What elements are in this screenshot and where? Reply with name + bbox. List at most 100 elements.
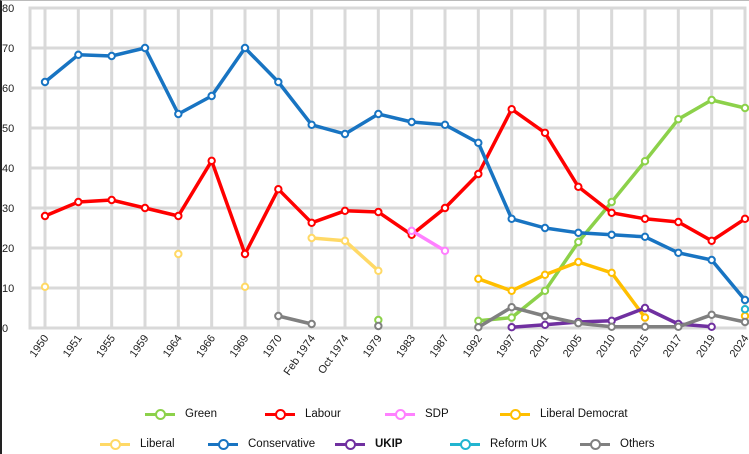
data-point-labour — [374, 207, 383, 217]
legend-item-liberal-democrat: Liberal Democrat — [500, 408, 628, 420]
data-point-conservative — [107, 51, 116, 61]
data-point-conservative — [474, 138, 483, 148]
data-point-conservative — [507, 214, 516, 224]
legend-swatch-icon — [500, 408, 530, 420]
x-tick-label: 1997 — [494, 333, 518, 360]
legend-label: Conservative — [248, 438, 316, 450]
data-point-labour — [307, 218, 316, 228]
x-tick-label: 2010 — [594, 333, 618, 360]
data-point-conservative — [240, 43, 250, 53]
data-point-green — [607, 197, 616, 207]
y-tick-label: 10 — [2, 283, 14, 295]
x-tick-label: 2017 — [661, 333, 685, 360]
data-point-labour — [40, 211, 50, 221]
x-tick-label: 1959 — [128, 333, 152, 360]
data-point-liberal — [340, 236, 350, 246]
data-point-liberal-democrat — [640, 313, 650, 322]
data-point-labour — [574, 182, 583, 192]
data-point-labour — [274, 185, 283, 194]
data-point-others — [574, 319, 583, 328]
legend-label: UKIP — [375, 438, 403, 450]
legend-swatch-icon — [580, 438, 610, 450]
legend-label: Others — [620, 438, 655, 450]
data-point-conservative — [374, 109, 383, 119]
data-point-liberal-democrat — [474, 274, 483, 283]
data-point-conservative — [40, 77, 50, 87]
data-point-conservative — [640, 232, 650, 242]
data-point-green — [574, 237, 583, 247]
y-tick-label: 30 — [2, 203, 14, 215]
data-point-others — [507, 303, 516, 312]
legend-swatch-icon — [145, 408, 175, 420]
data-point-green — [507, 313, 516, 322]
legend-swatch-icon — [450, 438, 480, 450]
legend-swatch-icon — [335, 438, 365, 450]
data-point-conservative — [174, 109, 183, 119]
x-tick-label: 1966 — [194, 333, 218, 360]
data-point-others — [640, 322, 650, 331]
data-point-liberal — [240, 282, 250, 291]
y-tick-label: 80 — [2, 3, 14, 15]
data-point-others — [274, 311, 283, 321]
data-point-liberal-democrat — [507, 286, 516, 295]
data-point-conservative — [340, 129, 350, 139]
legend-swatch-icon — [385, 408, 415, 420]
data-point-conservative — [407, 117, 416, 127]
x-tick-label: Oct 1974 — [316, 333, 351, 376]
data-point-labour — [74, 197, 83, 207]
x-tick-label: 2024 — [728, 333, 749, 360]
series-line-sdp — [410, 229, 446, 253]
data-point-labour — [707, 236, 716, 246]
series-line-liberal-democrat — [477, 260, 647, 319]
data-point-others — [374, 321, 383, 331]
data-point-others — [707, 310, 716, 319]
y-tick-label: 0 — [2, 323, 8, 335]
legend-item-green: Green — [145, 408, 217, 420]
data-point-reform-uk — [740, 305, 749, 314]
data-point-others — [607, 322, 616, 331]
data-point-conservative — [674, 248, 683, 258]
x-tick-label: 1955 — [94, 333, 118, 360]
legend-item-liberal: Liberal — [100, 438, 175, 450]
legend-label: Reform UK — [490, 438, 547, 450]
data-point-conservative — [540, 223, 550, 233]
data-point-conservative — [140, 43, 150, 53]
data-point-labour — [607, 208, 616, 218]
x-tick-label: 1964 — [161, 333, 185, 360]
data-point-conservative — [707, 255, 716, 265]
data-point-conservative — [607, 230, 616, 240]
data-point-green — [540, 286, 550, 295]
x-tick-label: 1969 — [228, 333, 252, 360]
data-point-labour — [207, 156, 216, 166]
legend-item-reform-uk: Reform UK — [450, 438, 547, 450]
legend-item-conservative: Conservative — [208, 438, 315, 450]
data-point-others — [674, 322, 683, 331]
data-point-others — [740, 317, 749, 327]
data-point-conservative — [207, 91, 216, 101]
data-point-labour — [540, 128, 550, 138]
data-point-labour — [240, 249, 250, 259]
data-point-liberal-democrat — [540, 270, 550, 279]
data-point-sdp — [440, 246, 450, 256]
data-point-labour — [640, 214, 650, 224]
legend-item-others: Others — [580, 438, 655, 450]
x-tick-label: 1951 — [61, 333, 85, 360]
legend-item-sdp: SDP — [385, 408, 449, 420]
data-point-liberal — [307, 233, 316, 243]
data-point-labour — [340, 206, 350, 216]
legend-swatch-icon — [100, 438, 130, 450]
data-point-liberal — [374, 266, 383, 275]
y-tick-label: 70 — [2, 43, 14, 55]
data-point-liberal — [174, 249, 183, 259]
legend-swatch-icon — [265, 408, 295, 420]
x-tick-label: 1979 — [361, 333, 385, 360]
data-point-green — [674, 115, 683, 124]
series-line-others — [277, 314, 313, 326]
data-point-conservative — [574, 228, 583, 238]
data-point-sdp — [407, 226, 416, 236]
x-tick-label: Feb 1974 — [282, 333, 318, 378]
data-point-green — [640, 157, 650, 166]
data-point-others — [540, 311, 550, 321]
